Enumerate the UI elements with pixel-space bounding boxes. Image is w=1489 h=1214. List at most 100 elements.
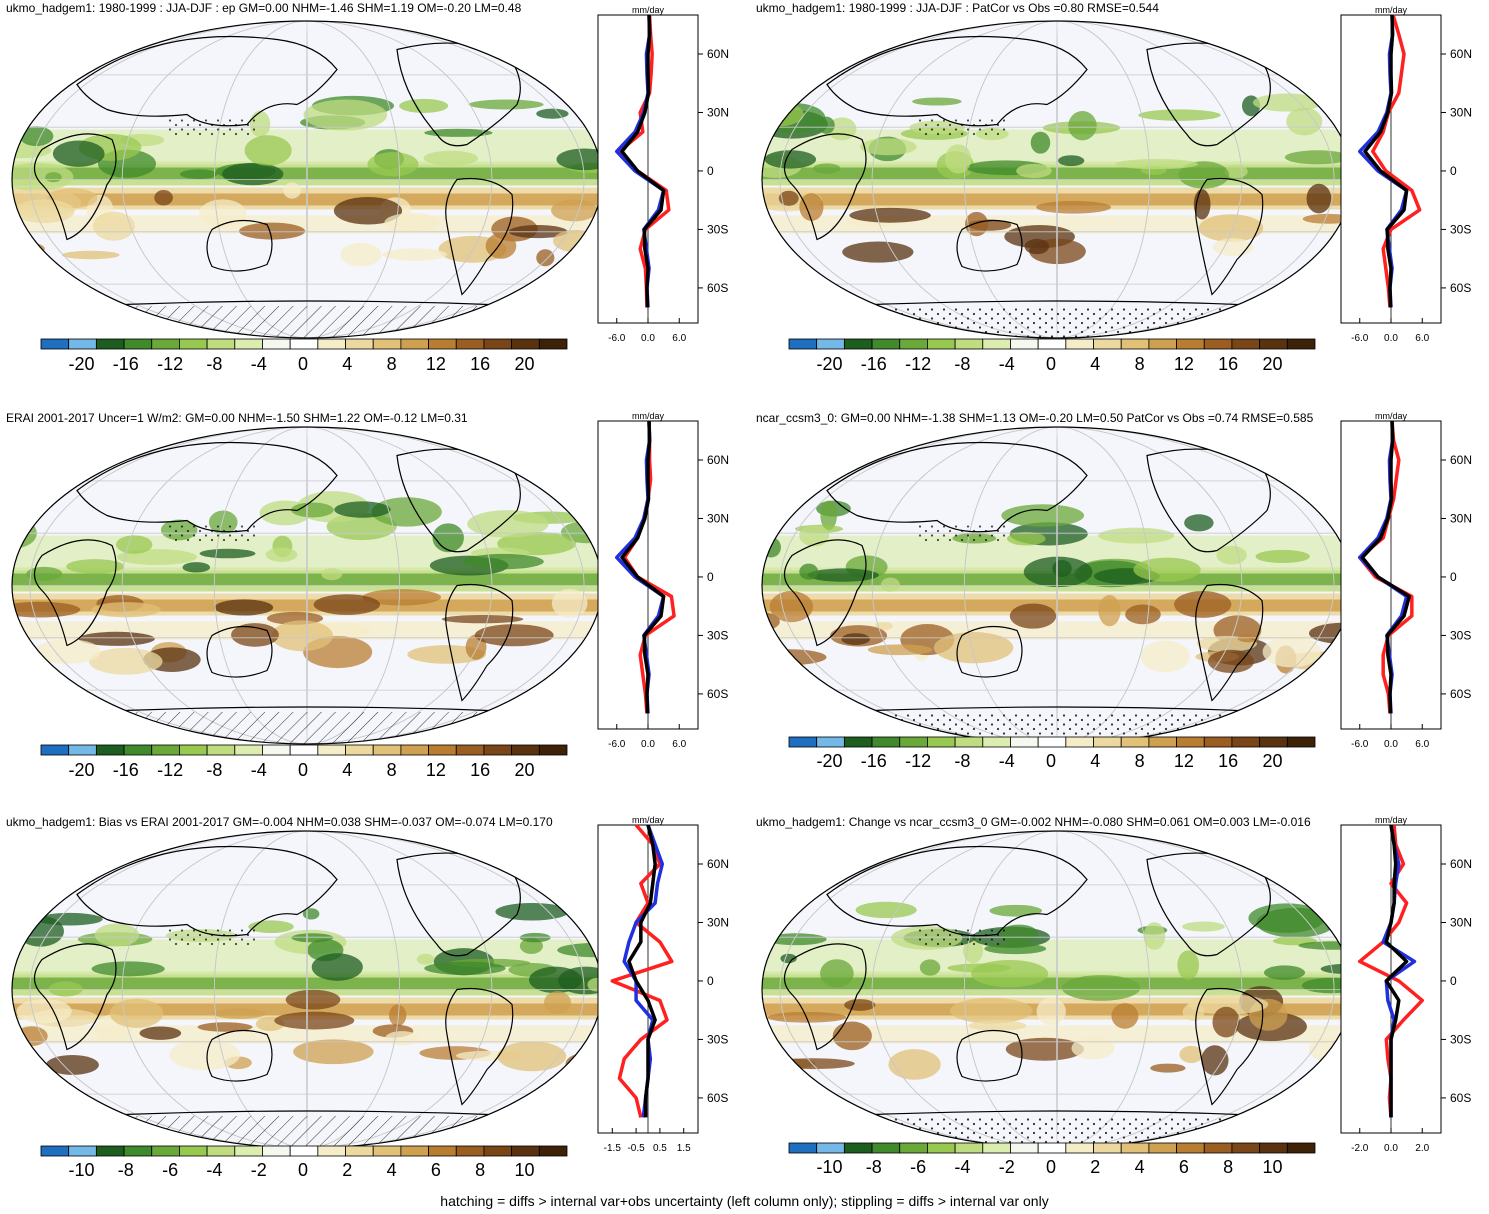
colorbar-label: 4 (1090, 751, 1101, 771)
precip-anomaly (91, 961, 165, 977)
colorbar-swatch (982, 1142, 1011, 1154)
precip-anomaly (169, 1039, 241, 1071)
precip-anomaly (544, 991, 571, 1014)
lat-tick-label: 0 (707, 164, 714, 178)
significance-dots (917, 929, 1007, 948)
colorbar-label: 0 (1045, 751, 1057, 771)
colorbar-swatch (1203, 338, 1233, 350)
colorbar-swatch (1148, 736, 1177, 748)
precip-anomaly (1198, 214, 1264, 242)
lat-tick-label: 0 (707, 570, 714, 584)
colorbar-label: 16 (470, 760, 491, 780)
lat-tick-label: 0 (1450, 974, 1457, 988)
precip-anomaly (423, 150, 478, 166)
x-tick-label: 6.0 (1415, 739, 1429, 750)
longitude-line (213, 427, 401, 744)
colorbar-swatch (179, 338, 208, 350)
precip-anomaly (550, 199, 598, 222)
colorbar (788, 736, 1316, 748)
colorbar-swatch (1148, 1142, 1177, 1154)
x-tick-label: 0.0 (641, 333, 655, 344)
colorbar-swatch (123, 744, 153, 756)
colorbar-label: -10 (68, 1160, 95, 1180)
precip-anomaly (1098, 595, 1121, 627)
colorbar-swatch (68, 744, 97, 756)
colorbar-swatch (40, 744, 70, 756)
precip-anomaly (1143, 922, 1166, 950)
colorbar-label: -12 (905, 354, 932, 374)
precip-anomaly (812, 163, 841, 174)
profile-series-black (1363, 14, 1409, 308)
colorbar-swatch (1203, 736, 1233, 748)
colorbar-label: -4 (250, 760, 267, 780)
precip-anomaly (497, 1041, 567, 1072)
precip-anomaly (78, 631, 155, 646)
precip-anomaly (1125, 604, 1161, 625)
precip-anomaly (265, 547, 298, 562)
precip-anomaly (19, 126, 54, 146)
colorbar-swatch (483, 338, 513, 350)
precip-anomaly (919, 959, 941, 976)
colorbar-swatch (843, 338, 873, 350)
colorbar-swatch (1010, 338, 1039, 350)
colorbar-swatch (871, 338, 901, 350)
panel-4: ncar_ccsm3_0: GM=0.00 NHM=-1.38 SHM=1.13… (750, 406, 1489, 806)
longitude-line (121, 831, 493, 1148)
colorbar-label: -4 (250, 354, 267, 374)
colorbar-label: -4 (206, 1160, 223, 1180)
precip-anomaly (244, 135, 292, 166)
panel-title: ukmo_hadgem1: Bias vs ERAI 2001-2017 GM=… (6, 815, 553, 829)
lat-tick-label: 60S (707, 1091, 728, 1105)
precip-anomaly (285, 989, 341, 1010)
lat-tick-label: 60N (707, 857, 729, 871)
precip-anomaly (1207, 649, 1255, 674)
colorbar-label: 4 (1090, 354, 1101, 374)
colorbar-swatch (899, 1142, 928, 1154)
continent-outline (783, 133, 867, 241)
colorbar-label: 0 (297, 354, 309, 374)
lat-tick-label: 30N (707, 105, 729, 119)
colorbar-swatch (206, 1145, 236, 1157)
precip-anomaly (1111, 1003, 1139, 1029)
colorbar-swatch (234, 1145, 263, 1157)
precip-anomaly (799, 563, 819, 580)
colorbar-swatch (871, 1142, 901, 1154)
colorbar-swatch (1148, 338, 1177, 350)
precip-anomaly (333, 196, 403, 225)
colorbar-swatch (816, 338, 845, 350)
colorbar-label: -16 (112, 760, 139, 780)
precip-band (12, 167, 602, 180)
precip-anomaly (875, 621, 893, 631)
continent-outline (33, 133, 117, 241)
lat-tick-label: 60N (1450, 453, 1472, 467)
continent-outline (826, 441, 1088, 533)
longitude-line (306, 427, 308, 744)
lat-tick-label: 60S (1450, 1091, 1471, 1105)
continent-outline (445, 583, 514, 702)
precip-anomaly (340, 242, 382, 267)
longitude-line (213, 21, 401, 338)
significance-dots (917, 525, 1007, 544)
colorbar-swatch (1259, 1142, 1288, 1154)
x-tick-label: 0.0 (1384, 739, 1398, 750)
colorbar-swatch (289, 744, 319, 756)
colorbar-swatch (289, 338, 319, 350)
colorbar-label: 0 (297, 760, 309, 780)
precip-band (762, 1025, 1352, 1044)
precip-anomaly (849, 207, 931, 223)
precip-anomaly (1098, 527, 1175, 544)
precip-anomaly (968, 1020, 1027, 1031)
zonal-mean-profile: 60N 30N 0 30S 60S -6.0 0.0 6.0 mm/day (1340, 411, 1472, 750)
precip-anomaly (199, 199, 247, 228)
colorbar-label: -4 (954, 1157, 971, 1177)
precip-anomaly (1286, 107, 1323, 136)
precip-anomaly (467, 510, 549, 538)
precip-anomaly (94, 923, 140, 947)
continent-outline (826, 35, 1088, 127)
precip-band (762, 939, 1352, 975)
profile-series-red (1371, 14, 1422, 308)
zonal-mean-profile: 60N 30N 0 30S 60S -2.0 0.0 2.0 mm/day (1340, 815, 1472, 1154)
continent-outline (956, 625, 1023, 678)
colorbar-swatch (95, 744, 125, 756)
precip-anomaly (855, 901, 917, 919)
